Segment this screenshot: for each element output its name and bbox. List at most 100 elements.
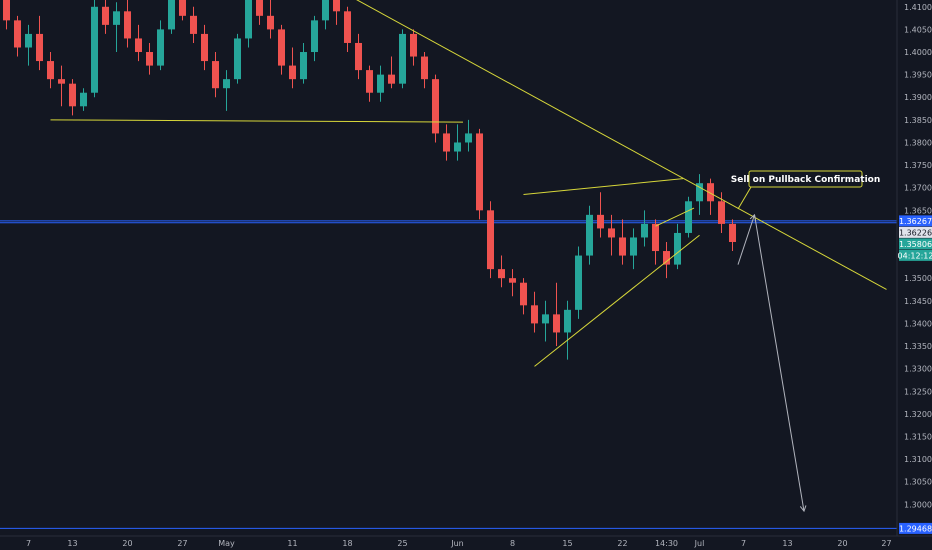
candle — [498, 255, 505, 288]
candle — [223, 70, 230, 111]
candle-body — [179, 0, 186, 16]
candle-body — [663, 251, 670, 265]
candle-body — [289, 65, 296, 80]
candle-body — [146, 52, 153, 66]
candle-body — [608, 228, 615, 238]
countdown-badge-text: 04:12:12 — [898, 251, 932, 260]
trendline-wedge-bottom[interactable] — [534, 234, 700, 367]
projection-arrowhead-down — [799, 505, 807, 513]
candle — [608, 214, 615, 256]
candle — [256, 0, 263, 25]
candle-body — [454, 142, 461, 152]
candle-body — [531, 305, 538, 324]
candle — [58, 65, 65, 107]
annotation-box[interactable] — [748, 170, 863, 188]
candle-body — [245, 0, 252, 39]
y-tick-label: 1.30000 — [904, 500, 932, 509]
candle-body — [234, 38, 241, 80]
candle — [575, 246, 582, 319]
candle-body — [124, 11, 131, 39]
time-axis[interactable]: 7 13 20 27 May 11 18 25 Jun 8 15 22 14:30 Jul 7 13 20 27 — [26, 539, 892, 548]
price-badge-bg — [899, 522, 932, 534]
candle — [168, 0, 175, 34]
candle — [586, 205, 593, 265]
y-tick-label: 1.41000 — [904, 3, 932, 12]
candle-body — [520, 282, 527, 306]
price-badge-bg — [899, 226, 932, 238]
candle-body — [267, 15, 274, 30]
candle — [388, 56, 395, 89]
candle-body — [223, 79, 230, 89]
candle — [234, 33, 241, 84]
candle — [80, 88, 87, 111]
candle — [465, 119, 472, 152]
price-badge-text: 1.29468 — [899, 524, 932, 533]
candle-body — [25, 33, 32, 48]
candle-body — [432, 79, 439, 134]
candle — [135, 24, 142, 62]
y-tick-label: 1.38500 — [904, 116, 932, 125]
candle-body — [366, 70, 373, 93]
candle — [509, 269, 516, 297]
trendline-wedge-mid[interactable] — [655, 207, 695, 227]
candle — [432, 74, 439, 143]
candle-body — [630, 237, 637, 256]
candle-body — [344, 11, 351, 43]
y-tick-label: 1.35000 — [904, 274, 932, 283]
candle-body — [3, 0, 10, 21]
candle-body — [421, 56, 428, 80]
candle — [652, 219, 659, 265]
x-tick-label: 7 — [741, 539, 746, 548]
candle-body — [652, 223, 659, 252]
candle-body — [399, 33, 406, 84]
trendline-downtrend[interactable] — [337, 0, 887, 290]
countdown-badge: 04:12:12 — [898, 249, 932, 261]
candle — [25, 24, 32, 66]
candle-body — [190, 15, 197, 34]
candle — [685, 196, 692, 238]
candle-body — [256, 0, 263, 16]
price-badge-text: 1.36226 — [899, 228, 932, 237]
candle — [641, 210, 648, 247]
price-badge-bg — [899, 238, 932, 250]
candle-body — [212, 61, 219, 89]
trendline-wedge-top[interactable] — [523, 178, 684, 195]
price-badge: 1.29468 — [899, 522, 932, 534]
candle — [476, 128, 483, 220]
candle-body — [168, 0, 175, 30]
candle-body — [674, 232, 681, 265]
candle-body — [278, 29, 285, 66]
x-tick-label: 20 — [122, 539, 132, 548]
candle — [322, 0, 329, 30]
candle-body — [696, 183, 703, 202]
candle — [179, 0, 186, 21]
candle — [113, 2, 120, 53]
horizontal-levels — [0, 220, 897, 529]
candle — [124, 0, 131, 48]
candle-body — [586, 214, 593, 256]
candle-body — [476, 133, 483, 211]
x-tick-label: 14:30 — [655, 539, 678, 548]
candle — [190, 6, 197, 43]
candle-body — [509, 278, 516, 283]
y-tick-label: 1.39500 — [904, 71, 932, 80]
candle-body — [47, 61, 54, 80]
x-tick-label: 11 — [287, 539, 297, 548]
candle-body — [410, 33, 417, 57]
candle — [300, 42, 307, 84]
candle-body — [564, 309, 571, 333]
candle — [630, 228, 637, 270]
candle-body — [102, 6, 109, 25]
price-badges: 1.36267 1.36226 1.35806 1.29468 04:12:12 — [898, 215, 932, 534]
x-tick-label: 8 — [510, 539, 515, 548]
x-tick-label: 13 — [67, 539, 77, 548]
candle-body — [322, 0, 329, 21]
trendline-support[interactable] — [50, 119, 464, 123]
annotation-callout[interactable]: Sell on Pullback Confirmation — [731, 170, 881, 210]
candle-body — [201, 33, 208, 62]
candle — [102, 0, 109, 34]
candle — [36, 15, 43, 71]
